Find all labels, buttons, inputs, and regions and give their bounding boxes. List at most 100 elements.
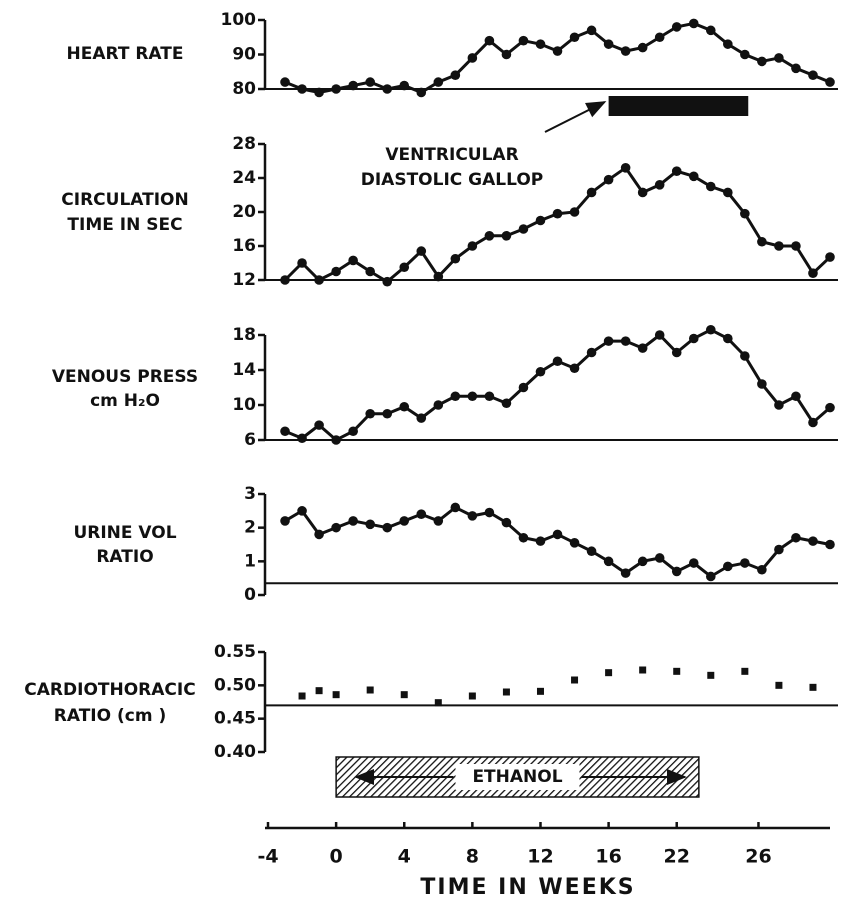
data-point	[671, 166, 682, 176]
data-point	[468, 692, 476, 700]
data-point	[331, 435, 341, 445]
data-point	[399, 80, 410, 91]
data-point	[586, 546, 597, 557]
data-point	[365, 266, 375, 277]
data-point	[620, 568, 631, 578]
data-point	[571, 676, 579, 684]
data-point	[501, 231, 512, 241]
data-point	[825, 402, 835, 413]
data-point	[416, 87, 427, 98]
data-point	[757, 56, 767, 67]
data-point	[433, 77, 444, 87]
data-point	[791, 241, 801, 251]
gallop-bar	[608, 96, 749, 116]
y-axis-label: VENOUS PRESS	[52, 367, 198, 387]
data-point	[467, 391, 478, 402]
x-tick-label: 26	[745, 846, 771, 868]
y-axis-label: CIRCULATION	[61, 190, 188, 210]
y-tick-label: 0.55	[214, 642, 256, 662]
data-point	[433, 400, 444, 410]
data-point	[450, 391, 461, 402]
data-point	[433, 516, 444, 526]
data-point	[808, 268, 818, 279]
data-point	[825, 77, 835, 87]
annotation-text: DIASTOLIC GALLOP	[361, 170, 544, 190]
data-point	[484, 35, 495, 46]
data-point	[569, 32, 580, 43]
data-point	[280, 77, 290, 87]
y-tick-label: 0.50	[214, 675, 256, 695]
data-point	[757, 379, 767, 389]
data-point	[637, 42, 648, 53]
data-point	[774, 544, 784, 555]
data-point	[552, 208, 563, 219]
y-tick-label: 0	[244, 585, 256, 605]
x-tick-label: 0	[330, 846, 343, 868]
data-point	[382, 276, 393, 287]
x-axis-label: TIME IN WEEKS	[420, 875, 635, 900]
data-point	[740, 558, 750, 568]
data-point	[774, 400, 784, 410]
x-tick-label: 4	[398, 846, 411, 868]
data-point	[314, 529, 324, 540]
data-point	[654, 553, 665, 563]
data-point	[639, 666, 647, 674]
data-point	[535, 366, 546, 377]
y-tick-label: 6	[244, 430, 256, 450]
x-tick-label: -4	[257, 846, 278, 868]
data-point	[518, 532, 529, 543]
y-tick-label: 0.45	[214, 709, 256, 729]
data-point	[705, 181, 716, 192]
y-axis-label: RATIO	[96, 547, 153, 567]
y-tick-label: 2	[244, 518, 256, 538]
data-point	[348, 426, 358, 437]
x-tick-label: 12	[527, 846, 553, 868]
y-tick-label: 0.40	[214, 742, 256, 762]
x-tick-label: 22	[664, 846, 690, 868]
data-point	[399, 262, 410, 273]
data-point	[348, 516, 358, 526]
data-line	[284, 328, 831, 442]
data-point	[791, 532, 801, 543]
data-point	[620, 163, 631, 173]
data-point	[382, 408, 393, 419]
data-point	[382, 522, 393, 533]
data-point	[450, 253, 461, 264]
data-point	[416, 509, 427, 519]
data-point	[740, 208, 750, 219]
data-point	[280, 426, 290, 437]
data-point	[809, 683, 817, 691]
data-point	[637, 343, 648, 353]
data-point	[332, 691, 340, 699]
data-point	[586, 25, 597, 36]
data-point	[774, 241, 784, 251]
data-point	[450, 502, 461, 513]
data-point	[605, 669, 613, 677]
data-point	[552, 46, 563, 56]
data-point	[484, 231, 495, 241]
data-point	[314, 87, 324, 98]
data-point	[671, 347, 682, 358]
data-point	[569, 363, 580, 374]
data-point	[331, 84, 341, 94]
y-tick-label: 100	[221, 10, 257, 30]
data-point	[366, 686, 374, 694]
data-point	[757, 236, 767, 247]
data-point	[620, 46, 631, 56]
data-point	[331, 522, 341, 533]
data-point	[399, 516, 410, 526]
data-point	[400, 691, 408, 699]
data-point	[484, 391, 495, 402]
data-point	[723, 39, 733, 49]
data-point	[637, 556, 648, 567]
data-point	[501, 49, 512, 60]
data-point	[467, 241, 478, 251]
data-point	[399, 401, 410, 412]
data-point	[434, 699, 442, 707]
y-tick-label: 28	[232, 134, 256, 154]
data-point	[707, 671, 715, 679]
y-tick-label: 18	[232, 325, 256, 345]
y-tick-label: 12	[232, 270, 256, 290]
data-point	[501, 517, 512, 528]
data-point	[536, 687, 544, 695]
